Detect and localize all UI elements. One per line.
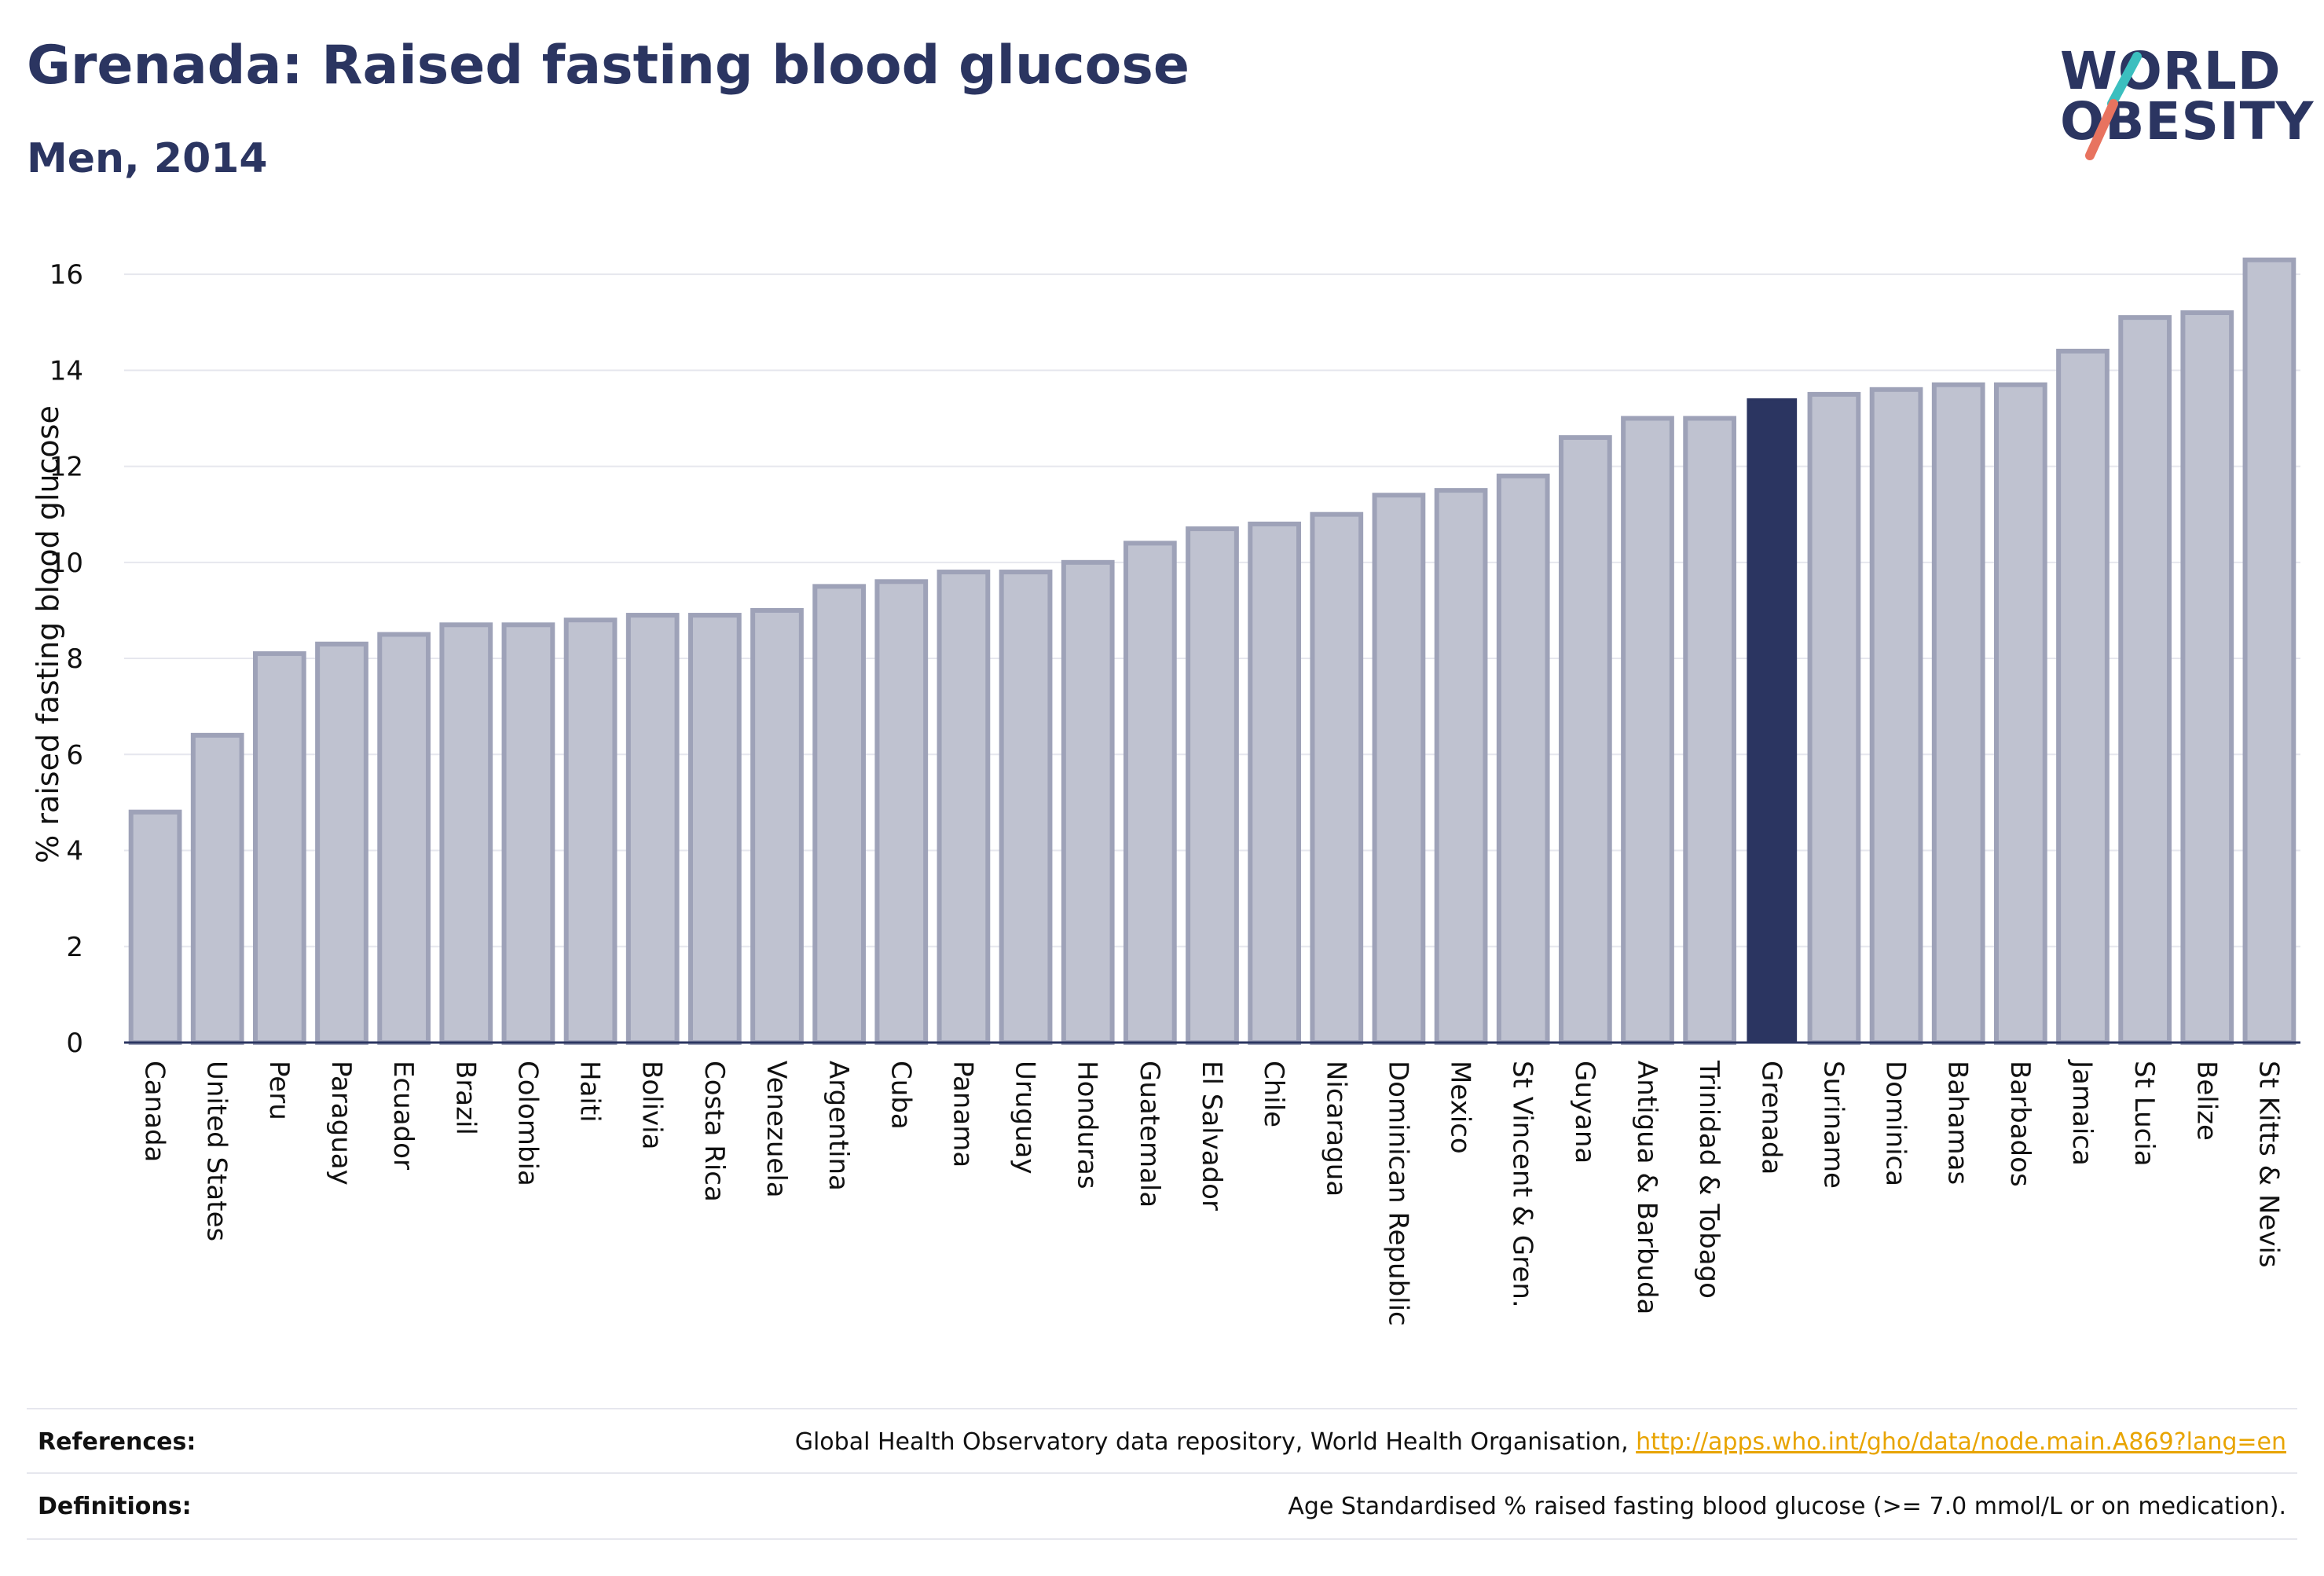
- x-tick-label: Haiti: [574, 1061, 606, 1123]
- x-tick-label: Bolivia: [636, 1061, 668, 1149]
- references-label: References:: [38, 1428, 196, 1456]
- bar: [1683, 416, 1737, 1045]
- y-tick-label: 0: [66, 1028, 83, 1059]
- bar: [2242, 257, 2297, 1045]
- bar: [937, 570, 991, 1045]
- x-tick-label: Belize: [2190, 1061, 2222, 1141]
- bar: [2118, 315, 2172, 1045]
- bar: [1434, 488, 1488, 1045]
- bar: [1310, 511, 1364, 1045]
- bar: [1123, 541, 1177, 1045]
- bar: [315, 641, 368, 1045]
- logo-word-world: WORLD: [2060, 41, 2282, 101]
- x-tick-label: Venezuela: [761, 1061, 792, 1198]
- x-tick-label: Honduras: [1072, 1061, 1103, 1189]
- bar: [812, 584, 867, 1045]
- bar-chart: 0 2 4 6 8 10 12 14 16 Canada United States Peru Par…: [31, 257, 2300, 1326]
- bar: [2180, 310, 2234, 1045]
- definitions-label: Definitions:: [38, 1493, 192, 1520]
- references-row: References: Global Health Observatory da…: [27, 1408, 2297, 1474]
- bar: [1807, 391, 1861, 1046]
- x-tick-label: Costa Rica: [698, 1061, 730, 1202]
- y-tick-label: 10: [49, 548, 83, 579]
- x-tick-label: Mexico: [1445, 1061, 1476, 1154]
- x-axis-ticks: Canada United States Peru Paraguay Ecuador Br…: [139, 1059, 2285, 1326]
- chart-title: Grenada: Raised fasting blood glucose: [27, 35, 1189, 97]
- y-tick-label: 16: [49, 259, 83, 291]
- bar: [874, 579, 929, 1045]
- x-tick-label: El Salvador: [1196, 1061, 1227, 1211]
- bar: [999, 570, 1053, 1045]
- bar: [1496, 473, 1550, 1045]
- x-tick-label: Barbados: [2004, 1061, 2036, 1187]
- world-obesity-logo: WORLD OBESITY: [2043, 24, 2313, 165]
- bar: [1747, 398, 1798, 1043]
- x-tick-label: Argentina: [823, 1061, 854, 1191]
- bar: [1372, 493, 1426, 1045]
- x-tick-label: Paraguay: [325, 1061, 357, 1186]
- bar: [128, 809, 182, 1045]
- x-tick-label: Trinidad & Tobago: [1693, 1060, 1725, 1299]
- x-tick-label: Nicaragua: [1320, 1061, 1351, 1197]
- x-tick-label: St Lucia: [2128, 1061, 2160, 1167]
- x-tick-label: Guatemala: [1134, 1061, 1165, 1208]
- y-tick-label: 6: [66, 739, 83, 771]
- x-tick-label: Grenada: [1755, 1061, 1787, 1175]
- bar: [501, 622, 555, 1045]
- x-tick-label: Brazil: [449, 1061, 481, 1135]
- x-tick-label: Dominican Republic: [1382, 1061, 1413, 1326]
- x-tick-label: Guyana: [1569, 1061, 1600, 1164]
- bar: [1993, 382, 2047, 1045]
- x-tick-label: United States: [201, 1061, 233, 1241]
- x-tick-label: Chile: [1258, 1061, 1289, 1127]
- bar: [625, 613, 680, 1045]
- bar: [439, 622, 493, 1045]
- x-tick-label: Colombia: [511, 1061, 543, 1186]
- x-tick-label: Canada: [139, 1061, 170, 1162]
- bar: [190, 732, 244, 1045]
- x-tick-label: Uruguay: [1010, 1061, 1041, 1175]
- bar: [1558, 434, 1612, 1045]
- bar: [1621, 416, 1674, 1045]
- logo-slash-icon: [2085, 52, 2142, 160]
- x-tick-label: Cuba: [885, 1061, 916, 1130]
- bar: [1931, 382, 1985, 1045]
- chart-subtitle: Men, 2014: [27, 135, 268, 182]
- y-axis-ticks: 0 2 4 6 8 10 12 14 16: [49, 259, 83, 1059]
- references-text: Global Health Observatory data repositor…: [794, 1428, 1637, 1456]
- x-tick-label: Dominica: [1880, 1061, 1912, 1186]
- x-tick-label: Ecuador: [387, 1061, 419, 1170]
- bar: [377, 632, 431, 1045]
- y-axis-label: % raised fasting blood glucose: [31, 405, 65, 863]
- bar: [252, 651, 306, 1046]
- bar: [1061, 559, 1115, 1045]
- x-tick-label: St Vincent & Gren.: [1507, 1061, 1538, 1308]
- references-link[interactable]: http://apps.who.int/gho/data/node.main.A…: [1636, 1428, 2286, 1456]
- x-tick-label: Jamaica: [2066, 1059, 2098, 1166]
- y-tick-label: 14: [49, 355, 83, 387]
- x-tick-label: Antigua & Barbuda: [1631, 1061, 1662, 1314]
- references-value: Global Health Observatory data repositor…: [795, 1428, 2286, 1456]
- bar: [687, 613, 742, 1045]
- bar: [1186, 526, 1239, 1045]
- bar: [1248, 521, 1302, 1045]
- y-tick-label: 2: [66, 932, 83, 963]
- bar: [750, 607, 804, 1045]
- definitions-text: Age Standardised % raised fasting blood …: [1288, 1493, 2286, 1520]
- y-tick-label: 4: [66, 836, 83, 867]
- x-tick-label: Bahamas: [1942, 1061, 1974, 1185]
- x-tick-label: Suriname: [1817, 1061, 1849, 1189]
- bar: [2056, 348, 2110, 1045]
- x-tick-label: Peru: [263, 1061, 295, 1120]
- bars: [128, 257, 2297, 1046]
- x-tick-label: Panama: [947, 1061, 978, 1167]
- bar: [563, 618, 618, 1045]
- x-tick-label: St Kitts & Nevis: [2253, 1061, 2284, 1268]
- y-tick-label: 8: [66, 643, 83, 675]
- definitions-row: Definitions: Age Standardised % raised f…: [27, 1472, 2297, 1540]
- bar: [1869, 387, 1923, 1045]
- y-tick-label: 12: [49, 452, 83, 483]
